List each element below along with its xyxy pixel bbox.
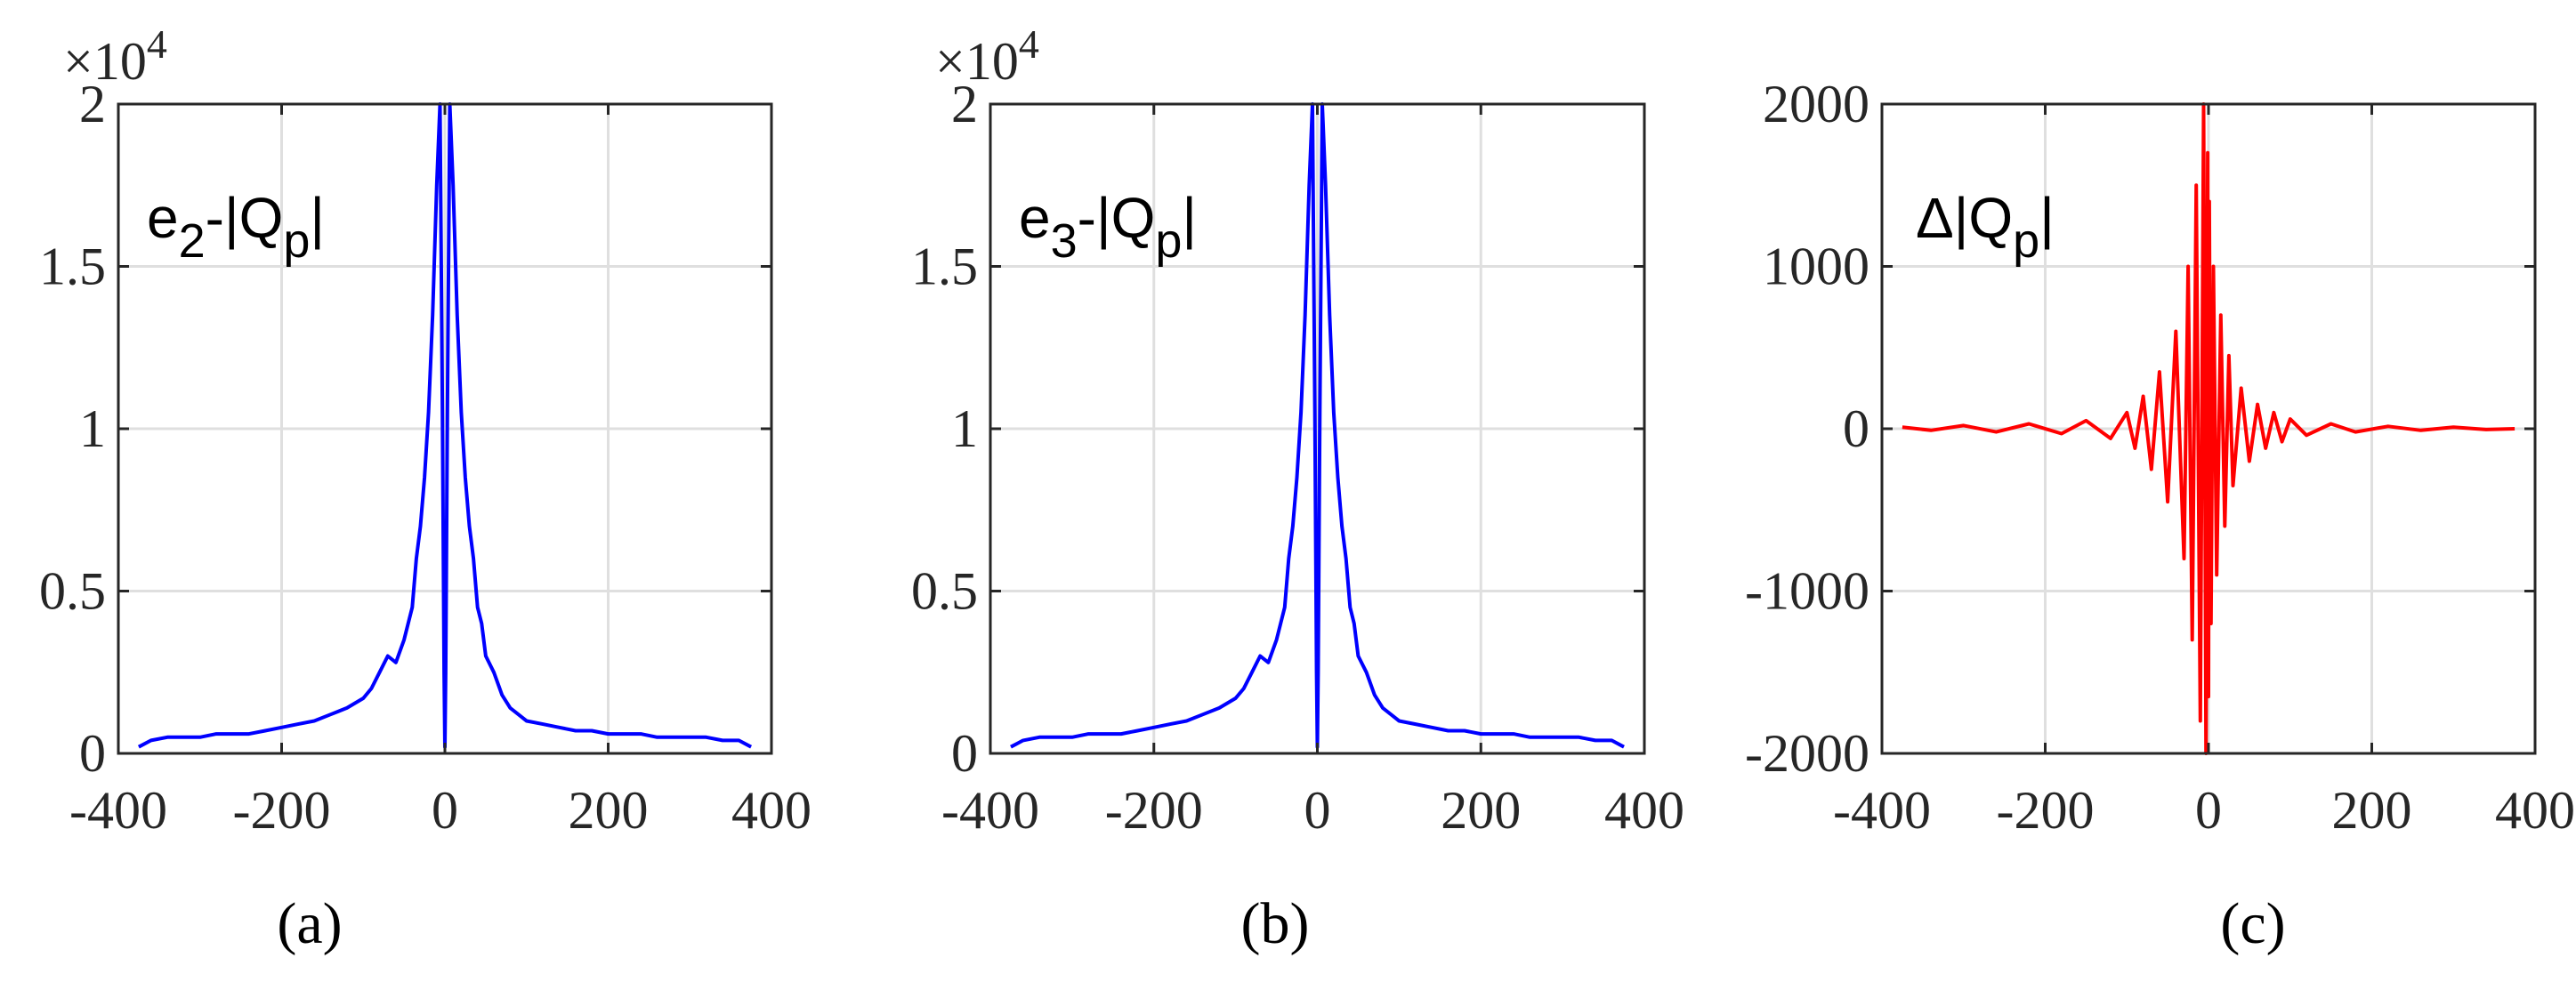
- y-tick-label: 1.5: [39, 237, 106, 296]
- x-tick-label: 200: [2332, 781, 2412, 840]
- x-tick-label: 400: [2495, 781, 2575, 840]
- x-tick-label: -400: [941, 781, 1039, 840]
- panel-annotation: e3-|Qp|: [1019, 186, 1197, 268]
- y-tick-label: 1: [951, 399, 978, 458]
- y-tick-label: 1000: [1763, 237, 1869, 296]
- series-line: [1902, 102, 2515, 755]
- panel-label: (c): [2220, 891, 2285, 956]
- panel-annotation: e2-|Qp|: [147, 186, 325, 268]
- x-tick-label: 400: [731, 781, 812, 840]
- y-tick-label: 2: [951, 75, 978, 133]
- x-tick-label: 200: [1441, 781, 1521, 840]
- x-tick-label: -200: [1105, 781, 1203, 840]
- x-tick-label: 0: [2195, 781, 2222, 840]
- panel-c: -400 -200 0 200 400-2000-1000010002000Δ|Qp|(…: [1745, 75, 2575, 956]
- y-tick-label: -1000: [1745, 562, 1869, 621]
- x-tick-label: 400: [1604, 781, 1684, 840]
- y-axis-multiplier: ×104: [63, 21, 167, 91]
- panel-label: (b): [1241, 891, 1310, 956]
- panel-annotation: Δ|Qp|: [1916, 186, 2055, 268]
- y-tick-label: 0.5: [39, 562, 106, 621]
- x-tick-label: 0: [1304, 781, 1331, 840]
- y-tick-label: 0: [79, 724, 106, 783]
- x-tick-label: -400: [69, 781, 167, 840]
- y-tick-label: 2: [79, 75, 106, 133]
- y-tick-label: 0: [1843, 399, 1869, 458]
- y-tick-label: 1: [79, 399, 106, 458]
- x-tick-label: -200: [233, 781, 331, 840]
- panel-label: (a): [277, 891, 342, 956]
- y-tick-label: 0: [951, 724, 978, 783]
- panel-a: -400 -200 0 200 400 0 0.5 1 1.5 2×104 e2-|Qp| (a): [39, 21, 812, 956]
- y-tick-label: -2000: [1745, 724, 1869, 783]
- x-tick-label: -400: [1833, 781, 1931, 840]
- x-tick-label: 200: [569, 781, 649, 840]
- y-axis-multiplier: ×104: [935, 21, 1039, 91]
- x-tick-label: -200: [1997, 781, 2095, 840]
- y-tick-label: 1.5: [911, 237, 978, 296]
- y-tick-label: 0.5: [911, 562, 978, 621]
- panel-b: -400 -200 0 200 400 0 0.5 1 1.5 2×104 e3-|Qp| (b): [911, 21, 1684, 956]
- x-tick-label: 0: [432, 781, 458, 840]
- y-tick-label: 2000: [1763, 75, 1869, 133]
